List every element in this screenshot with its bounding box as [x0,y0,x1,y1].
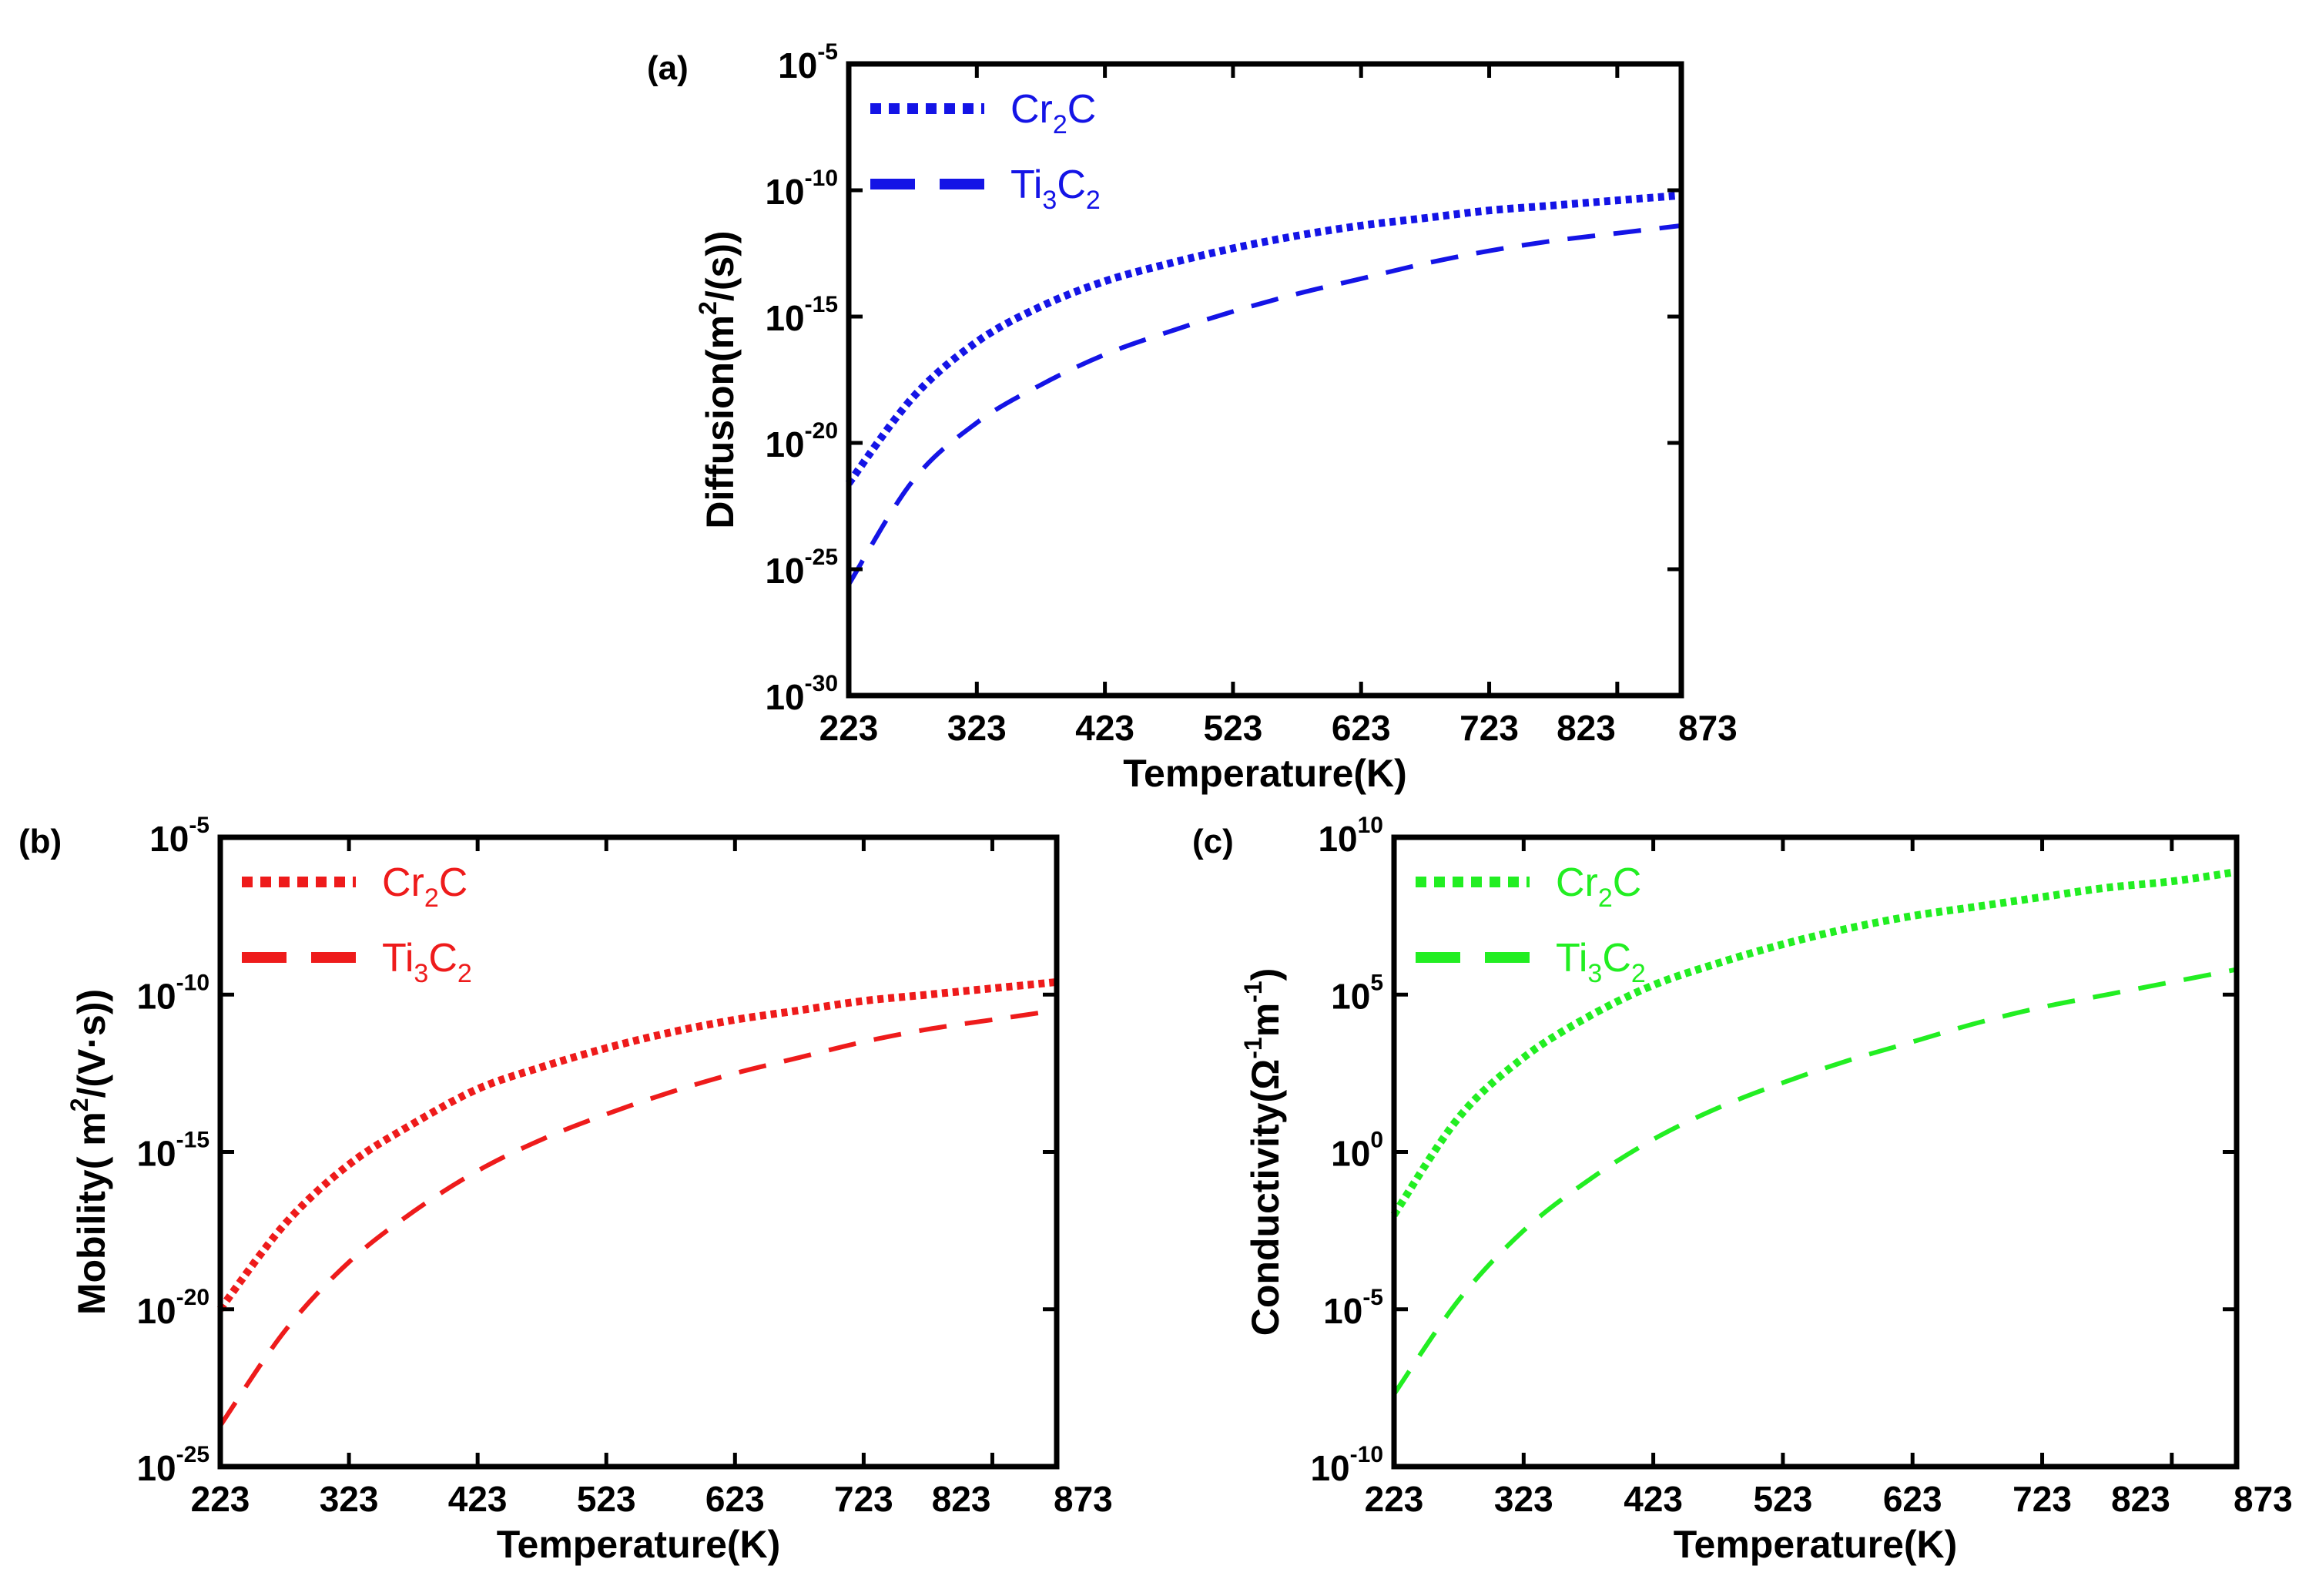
x-tick-label: 823 [1557,708,1616,748]
series-line-ti3c2 [1392,967,2237,1396]
x-axis-label: Temperature(K) [1123,752,1407,795]
x-tick-label: 823 [2111,1479,2170,1519]
x-tick-label: 523 [577,1479,636,1519]
panel-label: (c) [1192,823,1234,860]
x-tick-label: 723 [1459,708,1519,748]
y-tick-label: 10-5 [149,813,209,859]
x-tick-label: 823 [932,1479,991,1519]
y-tick-label: 10-5 [778,39,838,86]
legend-label-ti3c2: Ti3C2 [1556,936,1646,988]
legend: Cr2C Ti3C2 [1416,860,1646,988]
x-tick-label: 873 [1678,708,1738,748]
series-line-cr2c [1390,867,2237,1217]
legend-label-cr2c: Cr2C [382,860,467,913]
y-tick-label: 105 [1331,970,1383,1016]
panel-label: (b) [18,823,62,860]
y-tick-label: 10-10 [136,970,209,1016]
y-axis-label: Conductivity(Ω-1m-1) [1239,968,1287,1336]
x-tick-label: 523 [1204,708,1263,748]
series-line-ti3c2 [218,1008,1057,1427]
y-tick-label: 10-20 [765,418,838,464]
series-line-cr2c [217,977,1057,1312]
x-tick-label: 423 [448,1479,508,1519]
legend-label-ti3c2: Ti3C2 [1010,163,1101,215]
x-tick-label: 323 [947,708,1007,748]
y-tick-label: 1010 [1318,813,1383,859]
panel-c: 223 323 423 523 623 723 823 873 10-10 10-5 100 105 1… [1192,813,2293,1566]
y-tick-label: 10-5 [1323,1285,1383,1331]
y-axis-label: Diffusion(m2/(s)) [694,230,742,528]
x-tick-label: 423 [1075,708,1134,748]
series-line-cr2c [845,191,1682,486]
x-tick-label: 723 [2012,1479,2072,1519]
x-tick-label: 623 [705,1479,765,1519]
x-tick-label: 723 [834,1479,893,1519]
x-tick-label: 623 [1332,708,1391,748]
x-tick-label: 623 [1883,1479,1942,1519]
x-axis-label: Temperature(K) [497,1523,781,1566]
x-tick-label: 423 [1624,1479,1683,1519]
x-tick-label: 523 [1754,1479,1813,1519]
y-tick-label: 10-10 [765,166,838,212]
x-tick-label: 323 [1494,1479,1553,1519]
legend: Cr2C Ti3C2 [242,860,472,988]
x-tick-label: 323 [320,1479,379,1519]
x-tick-label: 223 [191,1479,250,1519]
panel-label: (a) [647,49,689,87]
y-tick-label: 100 [1331,1128,1383,1174]
legend: Cr2C Ti3C2 [870,87,1101,215]
y-tick-label: 10-25 [136,1442,209,1488]
y-axis-label: Mobility( m2/(V·s)) [65,989,113,1315]
y-tick-label: 10-15 [136,1128,209,1174]
x-tick-label: 223 [1365,1479,1424,1519]
y-tick-label: 10-20 [136,1285,209,1331]
plot-frame [846,61,1684,699]
x-tick-label: 873 [1054,1479,1113,1519]
legend-label-ti3c2: Ti3C2 [382,936,472,988]
panel-a: 223 323 423 523 623 723 823 873 10-30 10-25 10-20 1… [647,39,1738,795]
legend-label-cr2c: Cr2C [1556,860,1641,913]
x-tick-label: 223 [819,708,879,748]
legend-label-cr2c: Cr2C [1010,87,1096,139]
y-tick-label: 10-30 [765,671,838,717]
y-tick-label: 10-10 [1310,1442,1383,1488]
y-tick-label: 10-25 [765,545,838,591]
x-tick-label: 873 [2234,1479,2293,1519]
y-tick-label: 10-15 [765,292,838,338]
series-line-ti3c2 [846,223,1682,586]
panel-b: 223 323 423 523 623 723 823 873 10-25 10-20 10-15 1… [18,813,1113,1566]
x-axis-label: Temperature(K) [1674,1523,1958,1566]
